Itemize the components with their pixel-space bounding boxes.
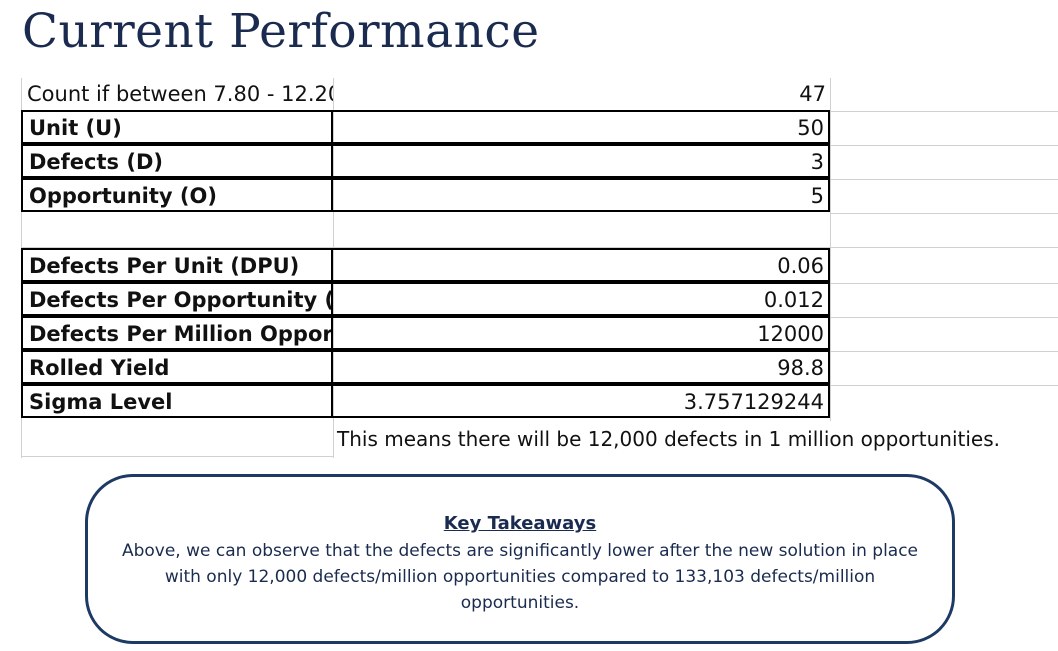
key-takeaways-title: Key Takeaways: [443, 513, 597, 534]
row-value: 50: [333, 110, 830, 144]
row-label: Defects Per Unit (DPU): [21, 248, 333, 282]
table-row: Defects Per Unit (DPU) 0.06: [21, 248, 830, 282]
table-row: Opportunity (O) 5: [21, 178, 830, 212]
row-value: 47: [799, 82, 826, 106]
row-label: Sigma Level: [21, 384, 333, 418]
grid-line: [830, 283, 1058, 284]
table-row: Defects Per Million Oppor. 12000: [21, 316, 830, 350]
table-row: Count if between 7.80 - 12.20 47: [21, 78, 830, 112]
grid-line: [830, 385, 1058, 386]
row-value: 0.06: [333, 248, 830, 282]
row-value: 0.012: [333, 282, 830, 316]
grid-line: [21, 456, 333, 457]
table-row: Defects (D) 3: [21, 144, 830, 178]
table-row: Defects Per Opportunity (DPO 0.012: [21, 282, 830, 316]
table-note: This means there will be 12,000 defects …: [337, 427, 1000, 451]
table-row: Sigma Level 3.757129244: [21, 384, 830, 418]
key-takeaways-box: Key Takeaways Above, we can observe that…: [85, 474, 955, 644]
grid-line: [830, 78, 831, 421]
row-value: 12000: [333, 316, 830, 350]
table-row: Unit (U) 50: [21, 110, 830, 144]
grid-line: [830, 145, 1058, 146]
grid-line: [830, 179, 1058, 180]
row-value: 5: [333, 178, 830, 212]
row-value: 3: [333, 144, 830, 178]
row-value: 98.8: [333, 350, 830, 384]
grid-line: [830, 213, 1058, 214]
row-label: Rolled Yield: [21, 350, 333, 384]
row-label: Unit (U): [21, 110, 333, 144]
row-label: Opportunity (O): [21, 178, 333, 212]
grid-line: [333, 78, 334, 458]
page-title: Current Performance: [22, 4, 540, 59]
row-value: 3.757129244: [333, 384, 830, 418]
grid-line: [830, 111, 1058, 112]
grid-line: [21, 247, 1058, 248]
row-label: Defects Per Opportunity (DPO: [21, 282, 333, 316]
row-label: Defects Per Million Oppor.: [21, 316, 333, 350]
table-row: Rolled Yield 98.8: [21, 350, 830, 384]
row-label: Count if between 7.80 - 12.20: [27, 82, 333, 106]
grid-line: [830, 351, 1058, 352]
grid-line: [830, 317, 1058, 318]
key-takeaways-body: Above, we can observe that the defects a…: [121, 541, 919, 613]
row-label: Defects (D): [21, 144, 333, 178]
